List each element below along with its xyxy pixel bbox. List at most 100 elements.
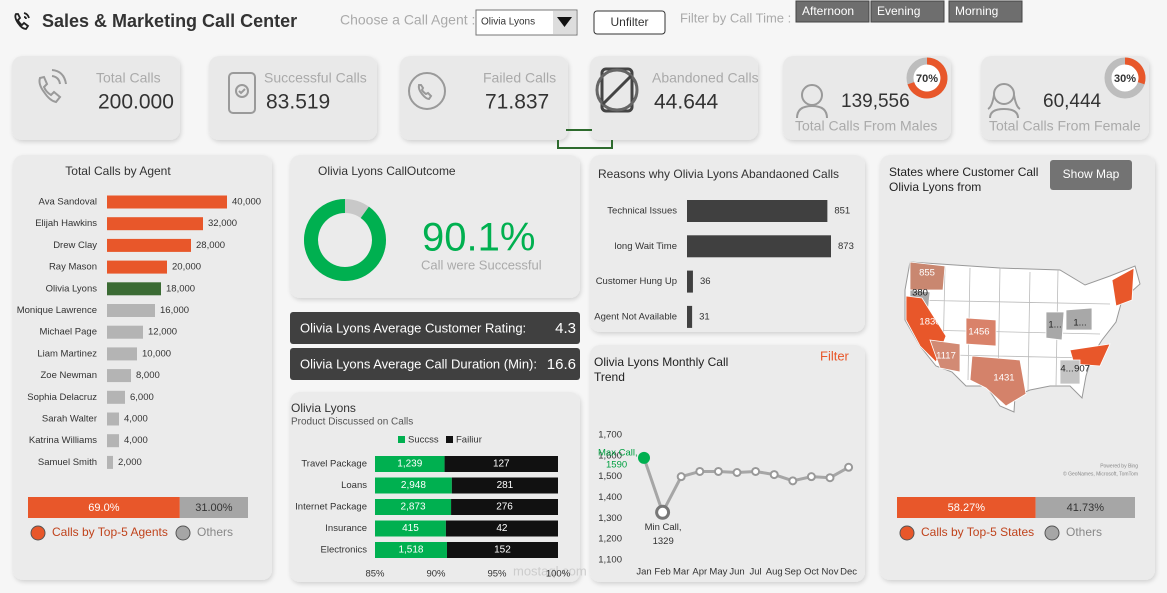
legend-swatch bbox=[398, 436, 405, 443]
bar bbox=[107, 238, 191, 252]
share-segment bbox=[897, 497, 1036, 518]
value-label: 152 bbox=[494, 545, 511, 556]
value-label: 4,000 bbox=[124, 435, 148, 446]
time-button-label: Evening bbox=[877, 4, 920, 18]
metric-box bbox=[290, 348, 580, 380]
time-button[interactable] bbox=[795, 0, 870, 23]
bar-segment bbox=[444, 456, 558, 472]
point bbox=[713, 466, 723, 476]
bar bbox=[107, 455, 113, 469]
legend-label: Succss bbox=[408, 435, 439, 446]
value-label: 1,518 bbox=[398, 545, 423, 556]
show-map-button[interactable] bbox=[1050, 160, 1132, 190]
map-attribution: © GeoNames, Microsoft, TomTom bbox=[1063, 470, 1138, 477]
donut-arc bbox=[304, 199, 386, 281]
metric-label: Olivia Lyons Average Customer Rating: bbox=[300, 320, 526, 335]
share-segment bbox=[28, 497, 180, 518]
kpi-label: Failed Calls bbox=[483, 70, 556, 86]
category-label: Agent Not Available bbox=[594, 311, 677, 322]
x-tick-label: May bbox=[709, 567, 727, 578]
share-segment bbox=[1035, 497, 1135, 518]
share-segment bbox=[179, 497, 248, 518]
legend-swatch bbox=[175, 525, 191, 541]
category-label: Zoe Newman bbox=[41, 370, 98, 381]
watermark: mostaql.com bbox=[513, 563, 587, 578]
point bbox=[732, 468, 742, 477]
value-label: 40,000 bbox=[232, 197, 261, 208]
max-annotation: Max Call, bbox=[598, 447, 638, 458]
point bbox=[751, 466, 761, 476]
category-label: Ray Mason bbox=[49, 262, 97, 273]
bar bbox=[687, 270, 693, 293]
x-tick-label: Dec bbox=[840, 567, 857, 578]
bar-segment bbox=[375, 499, 452, 515]
y-tick-label: 1,100 bbox=[598, 555, 622, 566]
legend-swatch bbox=[446, 436, 453, 443]
bar-segment bbox=[375, 520, 446, 537]
category-label: Electronics bbox=[321, 545, 368, 556]
x-tick-label: Sep bbox=[784, 567, 801, 578]
map-region bbox=[929, 339, 961, 373]
bar bbox=[107, 217, 203, 231]
connector bbox=[557, 129, 613, 149]
unfilter-button[interactable] bbox=[593, 10, 666, 35]
map-attribution: Powered by Bing bbox=[1100, 463, 1138, 469]
kpi-value: 139,556 bbox=[841, 91, 910, 112]
category-label: Katrina Williams bbox=[29, 435, 97, 446]
category-label: Customer Hung Up bbox=[596, 276, 677, 287]
map-region bbox=[909, 261, 946, 291]
value-label: 1,239 bbox=[397, 459, 422, 470]
map-label: 1117 bbox=[936, 351, 956, 362]
value-label: 276 bbox=[496, 502, 513, 513]
value-label: 31 bbox=[699, 311, 710, 322]
value-label: 32,000 bbox=[208, 218, 237, 229]
category-label: Sarah Walter bbox=[42, 414, 97, 425]
bar-segment bbox=[446, 542, 558, 558]
chart-title: Olivia Lyons Monthly Call Trend bbox=[594, 355, 729, 384]
bar-segment bbox=[451, 499, 558, 515]
map-label: 1830 bbox=[919, 317, 940, 328]
gauge-arc bbox=[1124, 57, 1146, 85]
chart-title: Reasons why Olivia Lyons Abandaoned Call… bbox=[598, 167, 839, 181]
value-label: 2,948 bbox=[401, 480, 426, 491]
x-tick-label: 90% bbox=[426, 569, 446, 580]
kpi-value: 83.519 bbox=[266, 91, 330, 114]
point bbox=[844, 462, 854, 472]
x-tick-label: Jun bbox=[729, 567, 744, 578]
value-label: 873 bbox=[838, 241, 854, 252]
share-label: 31.00% bbox=[195, 502, 233, 514]
time-button[interactable] bbox=[948, 0, 1023, 23]
kpi-value: 60,444 bbox=[1043, 91, 1102, 112]
category-label: long Wait Time bbox=[615, 241, 677, 252]
bar bbox=[107, 369, 131, 383]
bar bbox=[107, 412, 119, 426]
value-label: 18,000 bbox=[166, 283, 195, 294]
x-tick-label: Mar bbox=[673, 567, 689, 578]
time-button[interactable] bbox=[870, 0, 945, 23]
category-label: Monique Lawrence bbox=[17, 305, 97, 316]
category-label: Olivia Lyons bbox=[46, 283, 98, 294]
panel bbox=[590, 345, 865, 582]
kpi-label: Total Calls From Female bbox=[989, 118, 1141, 134]
value-label: 2,873 bbox=[401, 502, 426, 513]
y-tick-label: 1,500 bbox=[598, 471, 622, 482]
legend-swatch bbox=[1044, 525, 1060, 541]
max-annotation-value: 1590 bbox=[606, 459, 627, 470]
filter-link[interactable]: Filter bbox=[820, 348, 850, 363]
phone-icon bbox=[14, 12, 30, 30]
point bbox=[788, 476, 798, 486]
page-title: Sales & Marketing Call Center bbox=[42, 11, 297, 31]
map-label: 1... bbox=[1073, 318, 1086, 329]
bar-segment bbox=[375, 456, 445, 472]
x-tick-label: Apr bbox=[692, 567, 707, 578]
map-region bbox=[1045, 311, 1065, 341]
map-region bbox=[1111, 267, 1135, 307]
category-label: Internet Package bbox=[295, 502, 367, 513]
donut-subtitle: Call were Successful bbox=[421, 257, 542, 272]
y-tick-label: 1,400 bbox=[598, 492, 622, 503]
map-label: 1431 bbox=[993, 373, 1014, 384]
y-tick-label: 1,700 bbox=[598, 430, 622, 441]
bar bbox=[107, 434, 119, 448]
bar-segment bbox=[451, 477, 558, 494]
legend-label: Others bbox=[197, 525, 233, 539]
